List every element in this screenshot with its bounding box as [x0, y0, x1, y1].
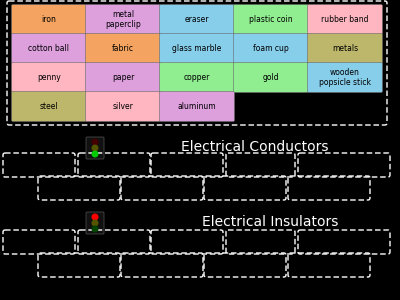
- Text: silver: silver: [112, 102, 134, 111]
- Circle shape: [92, 214, 98, 220]
- FancyBboxPatch shape: [86, 62, 160, 92]
- FancyBboxPatch shape: [86, 137, 104, 159]
- Text: steel: steel: [40, 102, 58, 111]
- FancyBboxPatch shape: [86, 212, 104, 234]
- FancyBboxPatch shape: [160, 62, 234, 92]
- Text: foam cup: foam cup: [253, 44, 289, 53]
- FancyBboxPatch shape: [308, 4, 382, 34]
- Text: wooden
popsicle stick: wooden popsicle stick: [319, 68, 371, 87]
- Text: metal
paperclip: metal paperclip: [105, 10, 141, 29]
- Text: glass marble: glass marble: [172, 44, 222, 53]
- FancyBboxPatch shape: [12, 4, 86, 34]
- FancyBboxPatch shape: [234, 62, 308, 92]
- FancyBboxPatch shape: [86, 4, 160, 34]
- FancyBboxPatch shape: [12, 92, 86, 122]
- FancyBboxPatch shape: [234, 34, 308, 64]
- FancyBboxPatch shape: [160, 92, 234, 122]
- Text: penny: penny: [37, 73, 61, 82]
- FancyBboxPatch shape: [12, 34, 86, 64]
- Text: Electrical Conductors: Electrical Conductors: [181, 140, 329, 154]
- Circle shape: [92, 139, 98, 145]
- FancyBboxPatch shape: [308, 34, 382, 64]
- FancyBboxPatch shape: [160, 4, 234, 34]
- Text: copper: copper: [184, 73, 210, 82]
- FancyBboxPatch shape: [160, 34, 234, 64]
- Text: Electrical Insulators: Electrical Insulators: [202, 215, 338, 229]
- Text: gold: gold: [263, 73, 279, 82]
- Circle shape: [92, 145, 98, 151]
- Text: iron: iron: [42, 15, 56, 24]
- FancyBboxPatch shape: [234, 4, 308, 34]
- Text: paper: paper: [112, 73, 134, 82]
- FancyBboxPatch shape: [86, 34, 160, 64]
- Circle shape: [92, 220, 98, 226]
- Text: plastic coin: plastic coin: [249, 15, 293, 24]
- Circle shape: [92, 151, 98, 157]
- Text: rubber band: rubber band: [321, 15, 369, 24]
- Circle shape: [92, 226, 98, 232]
- Text: cotton ball: cotton ball: [28, 44, 70, 53]
- Text: aluminum: aluminum: [178, 102, 216, 111]
- Text: fabric: fabric: [112, 44, 134, 53]
- FancyBboxPatch shape: [12, 62, 86, 92]
- Text: eraser: eraser: [185, 15, 209, 24]
- Text: metals: metals: [332, 44, 358, 53]
- FancyBboxPatch shape: [308, 62, 382, 92]
- FancyBboxPatch shape: [86, 92, 160, 122]
